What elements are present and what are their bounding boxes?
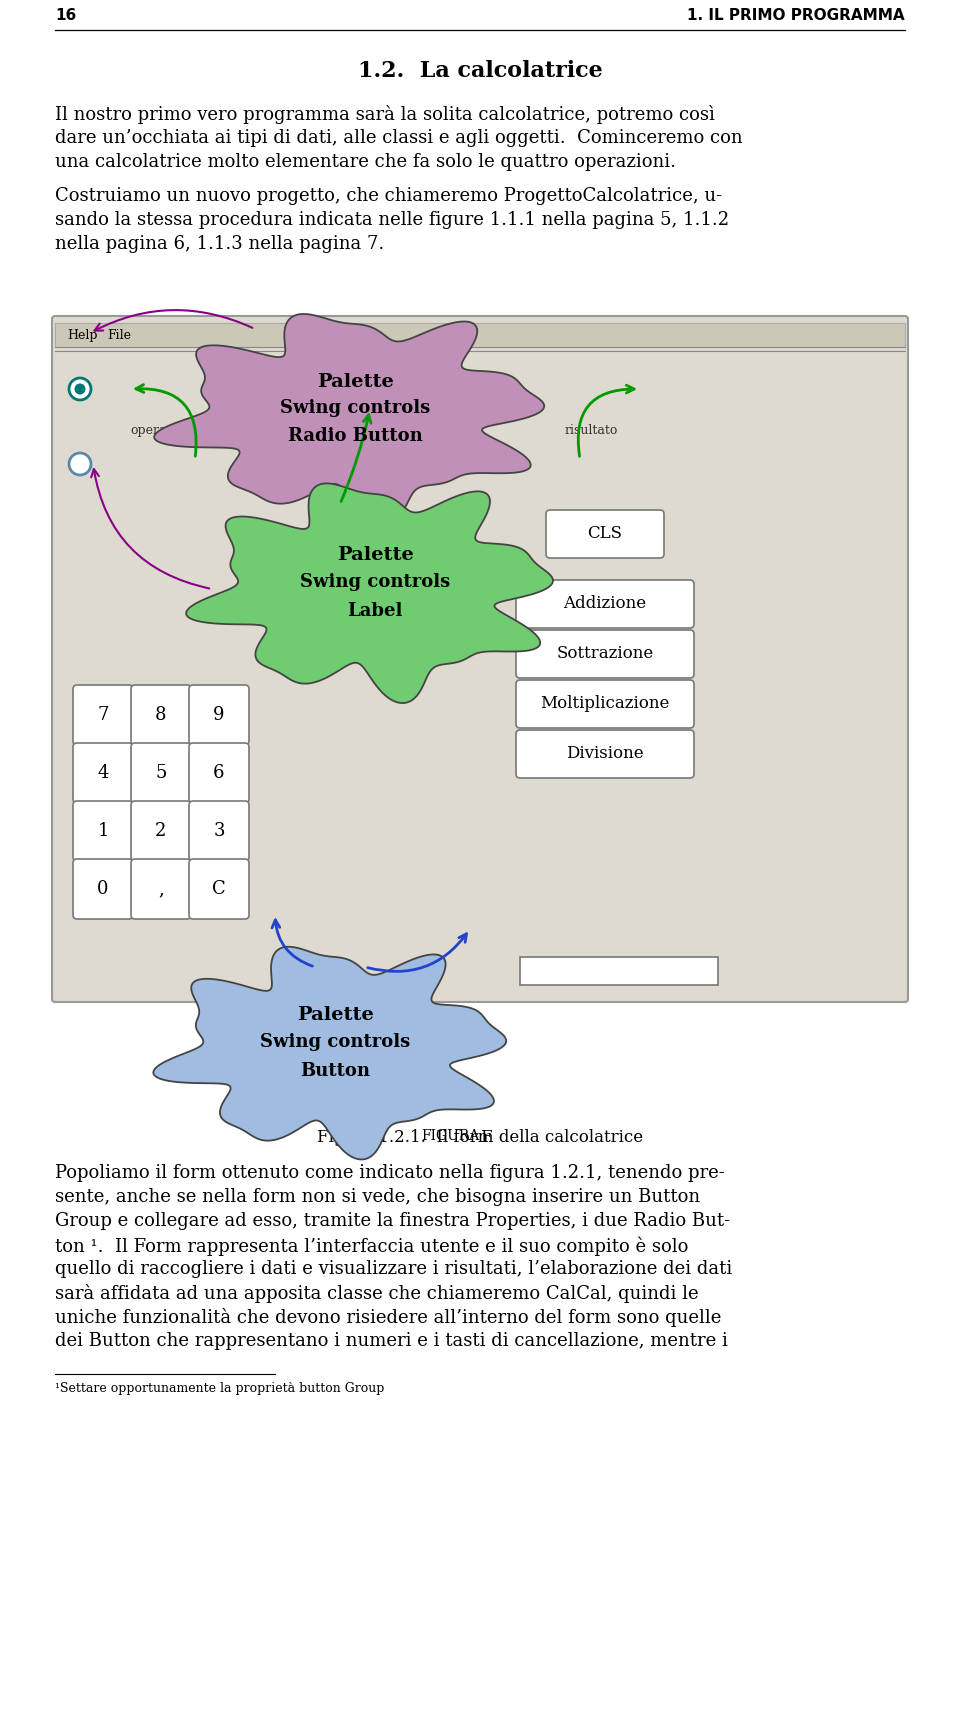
Text: Palette: Palette xyxy=(297,1005,373,1024)
Circle shape xyxy=(69,378,91,399)
Text: Palette: Palette xyxy=(317,373,394,391)
Text: 1. IL PRIMO PROGRAMMA: 1. IL PRIMO PROGRAMMA xyxy=(687,9,905,23)
Text: Moltiplicazione: Moltiplicazione xyxy=(540,696,670,712)
Text: sarà affidata ad una apposita classe che chiameremo CalCal, quindi le: sarà affidata ad una apposita classe che… xyxy=(55,1285,699,1304)
Text: 8: 8 xyxy=(156,707,167,724)
Text: Radio Button: Radio Button xyxy=(288,427,422,444)
FancyBboxPatch shape xyxy=(516,731,694,778)
Text: ton ¹.  Il Form rappresenta l’interfaccia utente e il suo compito è solo: ton ¹. Il Form rappresenta l’interfaccia… xyxy=(55,1236,688,1255)
Text: File: File xyxy=(107,330,131,342)
Text: 16: 16 xyxy=(55,9,76,23)
Text: 0: 0 xyxy=(97,880,108,898)
Text: Popoliamo il form ottenuto come indicato nella figura 1.2.1, tenendo pre-: Popoliamo il form ottenuto come indicato… xyxy=(55,1165,725,1182)
Text: FIGURA: FIGURA xyxy=(421,1128,480,1142)
Text: 1.2.  La calcolatrice: 1.2. La calcolatrice xyxy=(358,61,602,82)
Circle shape xyxy=(69,453,91,476)
Text: Costruiamo un nuovo progetto, che chiameremo ProgettoCalcolatrice, u-: Costruiamo un nuovo progetto, che chiame… xyxy=(55,187,722,205)
Text: operazione: operazione xyxy=(130,424,200,437)
FancyBboxPatch shape xyxy=(516,580,694,628)
Text: Il nostro primo vero programma sarà la solita calcolatrice, potremo così: Il nostro primo vero programma sarà la s… xyxy=(55,104,715,123)
Text: Swing controls: Swing controls xyxy=(300,573,450,590)
Text: sente, anche se nella form non si vede, che bisogna inserire un Button: sente, anche se nella form non si vede, … xyxy=(55,1187,700,1207)
Text: Fɪgura 1.2.1.  Il form della calcolatrice: Fɪgura 1.2.1. Il form della calcolatrice xyxy=(317,1128,643,1146)
Text: Divisione: Divisione xyxy=(566,745,644,762)
FancyBboxPatch shape xyxy=(73,859,133,918)
Text: dei Button che rappresentano i numeri e i tasti di cancellazione, mentre i: dei Button che rappresentano i numeri e … xyxy=(55,1332,728,1351)
FancyBboxPatch shape xyxy=(73,800,133,861)
Text: sando la stessa procedura indicata nelle figure 1.1.1 nella pagina 5, 1.1.2: sando la stessa procedura indicata nelle… xyxy=(55,212,730,229)
Text: Label: Label xyxy=(348,602,402,620)
FancyBboxPatch shape xyxy=(189,686,249,745)
Text: 9: 9 xyxy=(213,707,225,724)
FancyBboxPatch shape xyxy=(131,743,191,804)
Text: 5: 5 xyxy=(156,764,167,781)
FancyBboxPatch shape xyxy=(131,859,191,918)
FancyBboxPatch shape xyxy=(189,859,249,918)
Polygon shape xyxy=(155,314,544,523)
Text: uniche funzionalità che devono risiedere all’interno del form sono quelle: uniche funzionalità che devono risiedere… xyxy=(55,1307,721,1326)
Text: 6: 6 xyxy=(213,764,225,781)
FancyBboxPatch shape xyxy=(52,316,908,1002)
Text: 4: 4 xyxy=(97,764,108,781)
FancyBboxPatch shape xyxy=(189,743,249,804)
Text: Swing controls: Swing controls xyxy=(260,1033,410,1050)
FancyBboxPatch shape xyxy=(131,686,191,745)
Polygon shape xyxy=(154,946,506,1160)
Text: ¹Settare opportunamente la proprietà button Group: ¹Settare opportunamente la proprietà but… xyxy=(55,1382,384,1396)
FancyBboxPatch shape xyxy=(55,323,905,347)
FancyBboxPatch shape xyxy=(189,800,249,861)
Text: CLS: CLS xyxy=(588,526,622,542)
Text: quello di raccogliere i dati e visualizzare i risultati, l’elaborazione dei dati: quello di raccogliere i dati e visualizz… xyxy=(55,1260,732,1278)
FancyBboxPatch shape xyxy=(131,800,191,861)
Text: 2: 2 xyxy=(156,823,167,840)
Text: Palette: Palette xyxy=(337,547,414,564)
FancyBboxPatch shape xyxy=(73,686,133,745)
Text: F: F xyxy=(480,1128,492,1146)
Text: ,: , xyxy=(158,880,164,898)
Text: Addizione: Addizione xyxy=(564,595,647,613)
Text: dare un’occhiata ai tipi di dati, alle classi e agli oggetti.  Cominceremo con: dare un’occhiata ai tipi di dati, alle c… xyxy=(55,128,743,148)
FancyBboxPatch shape xyxy=(546,510,664,557)
Text: 1: 1 xyxy=(97,823,108,840)
FancyBboxPatch shape xyxy=(516,630,694,679)
Circle shape xyxy=(75,384,85,394)
Text: =: = xyxy=(370,424,382,437)
Text: 7: 7 xyxy=(97,707,108,724)
Text: Sottrazione: Sottrazione xyxy=(557,646,654,663)
FancyBboxPatch shape xyxy=(520,957,718,984)
Text: una calcolatrice molto elementare che fa solo le quattro operazioni.: una calcolatrice molto elementare che fa… xyxy=(55,153,676,172)
Text: Group e collegare ad esso, tramite la finestra Properties, i due Radio But-: Group e collegare ad esso, tramite la fi… xyxy=(55,1212,731,1231)
Text: C: C xyxy=(212,880,226,898)
Text: Swing controls: Swing controls xyxy=(280,399,430,417)
Text: nella pagina 6, 1.1.3 nella pagina 7.: nella pagina 6, 1.1.3 nella pagina 7. xyxy=(55,234,384,253)
Text: Button: Button xyxy=(300,1062,370,1080)
Text: 3: 3 xyxy=(213,823,225,840)
FancyBboxPatch shape xyxy=(73,743,133,804)
FancyBboxPatch shape xyxy=(516,681,694,727)
Text: risultato: risultato xyxy=(565,424,618,437)
Polygon shape xyxy=(186,483,553,703)
Text: Help: Help xyxy=(67,330,98,342)
